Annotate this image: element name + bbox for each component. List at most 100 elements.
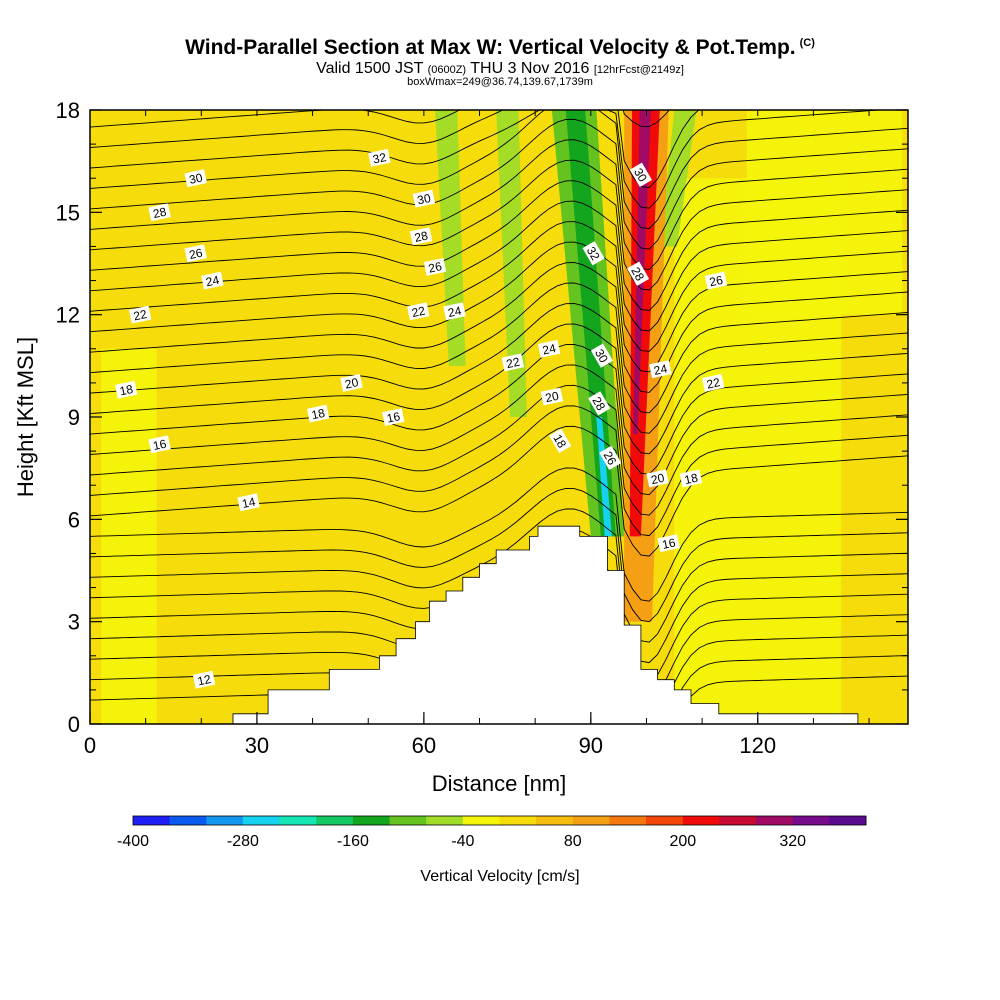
contour-label-text: 28 [628,265,647,284]
contour-label-text: 30 [631,166,650,185]
contour-label-26: 26 [184,244,207,263]
contour-label-14: 14 [237,493,260,512]
theta-contour [90,467,908,602]
terrain-mask [90,525,908,724]
contour-label-bg [201,271,224,290]
colorbar-swatch [609,816,647,825]
contour-label-20: 20 [646,469,669,488]
contour-label-text: 20 [344,375,360,392]
colorbar-swatch [646,816,684,825]
theta-contour [90,241,908,373]
y-tick-label: 0 [68,712,80,737]
contour-label-bg [582,241,605,266]
contour-label-bg [588,391,611,416]
colorbar-tick-label: -40 [451,833,474,850]
contour-label-26: 26 [423,257,447,276]
theta-contour [90,76,908,86]
contour-label-bg [501,353,525,372]
contour-label-text: 22 [410,303,426,320]
contour-label-bg [701,373,725,392]
contour-label-bg [649,360,672,379]
colorbar-swatch [462,816,500,825]
colorbar-tick-label: 320 [779,833,806,850]
contour-label-30: 30 [590,343,613,368]
colorbar-swatch [572,816,610,825]
contour-label-bg [646,469,669,488]
contour-label-bg [184,169,207,188]
colorbar-swatch [719,816,757,825]
contour-label-text: 24 [205,273,221,290]
colorbar-tick-label: 80 [564,833,582,850]
contour-label-18: 18 [306,404,330,423]
contour-label-20: 20 [340,373,363,392]
contour-label-32: 32 [368,148,391,167]
theta-contour [90,303,908,434]
colorbar-swatch [536,816,574,825]
contour-label-text: 20 [544,389,560,406]
contour-label-bg [627,261,650,286]
downdraft-strong [596,417,612,537]
chart-subtitle: Valid 1500 JST (0600Z) THU 3 Nov 2016 [1… [0,61,1000,78]
contour-label-text: 32 [372,150,388,167]
contour-label-16: 16 [657,534,680,553]
theta-contour [90,425,908,557]
theta-contour [90,110,908,230]
valid-time: Valid 1500 JST [316,60,424,77]
y-tick-label: 3 [68,610,80,635]
contour-label-bg [114,380,138,399]
forecast-info: [12hrFcst@2149z] [593,64,684,76]
axis-ticks: 0 30 60 90 120 0 3 6 9 12 15 18 [56,98,908,758]
contour-label-text: 30 [188,170,204,187]
contour-label-20: 20 [540,387,564,406]
velocity-shading [101,110,903,724]
contour-label-text: 26 [600,449,619,468]
contour-label-30: 30 [629,162,652,187]
chart-title: Wind-Parallel Section at Max W: Vertical… [0,36,1000,60]
contour-label-bg [629,162,652,187]
theta-contour [90,262,908,393]
contour-label-text: 22 [505,355,521,372]
theta-contour [90,343,908,475]
contour-label-28: 28 [588,391,611,416]
colorbar-swatch [426,816,464,825]
colorbar-swatch [242,816,280,825]
contour-label-text: 26 [708,273,724,290]
theta-contours [90,76,908,724]
x-axis-label: Distance [nm] [432,771,567,796]
theta-contour [90,110,885,209]
valid-zulu: (0600Z) [427,64,467,76]
contour-label-22: 22 [501,353,525,372]
y-tick-label: 6 [68,507,80,532]
contour-label-bg [443,302,466,321]
colorbar-swatch [352,816,390,825]
theta-contour [90,405,908,537]
contour-label-30: 30 [412,189,436,208]
contour-label-bg [368,148,391,167]
theta-contour [90,364,908,496]
contour-label-26: 26 [704,271,728,290]
contour-label-bg [306,404,330,423]
colorbar-swatch [756,816,794,825]
theta-contour [90,110,670,128]
contour-label-bg [407,302,430,321]
colorbar-frame [132,815,867,826]
contour-label-18: 18 [549,428,572,454]
contour-label-bg [599,445,622,471]
x-tick-label: 120 [739,733,776,758]
contour-label-12: 12 [192,670,216,689]
contour-label-text: 18 [683,471,699,488]
contour-label-text: 18 [310,406,326,423]
contour-label-bg [148,203,171,222]
box-wmax-info: boxWmax=249@36.74,139.67,1739m [407,76,593,88]
contour-label-text: 24 [447,303,463,320]
contour-label-bg [657,534,680,553]
contour-label-24: 24 [649,360,672,379]
theta-contour [90,110,700,189]
contour-label-text: 28 [413,228,429,245]
colorbar-label: Vertical Velocity [cm/s] [420,868,579,885]
y-tick-label: 12 [56,303,80,328]
y-tick-label: 15 [56,200,80,225]
theta-contour [90,180,908,311]
copyright-mark: (C) [799,37,815,49]
